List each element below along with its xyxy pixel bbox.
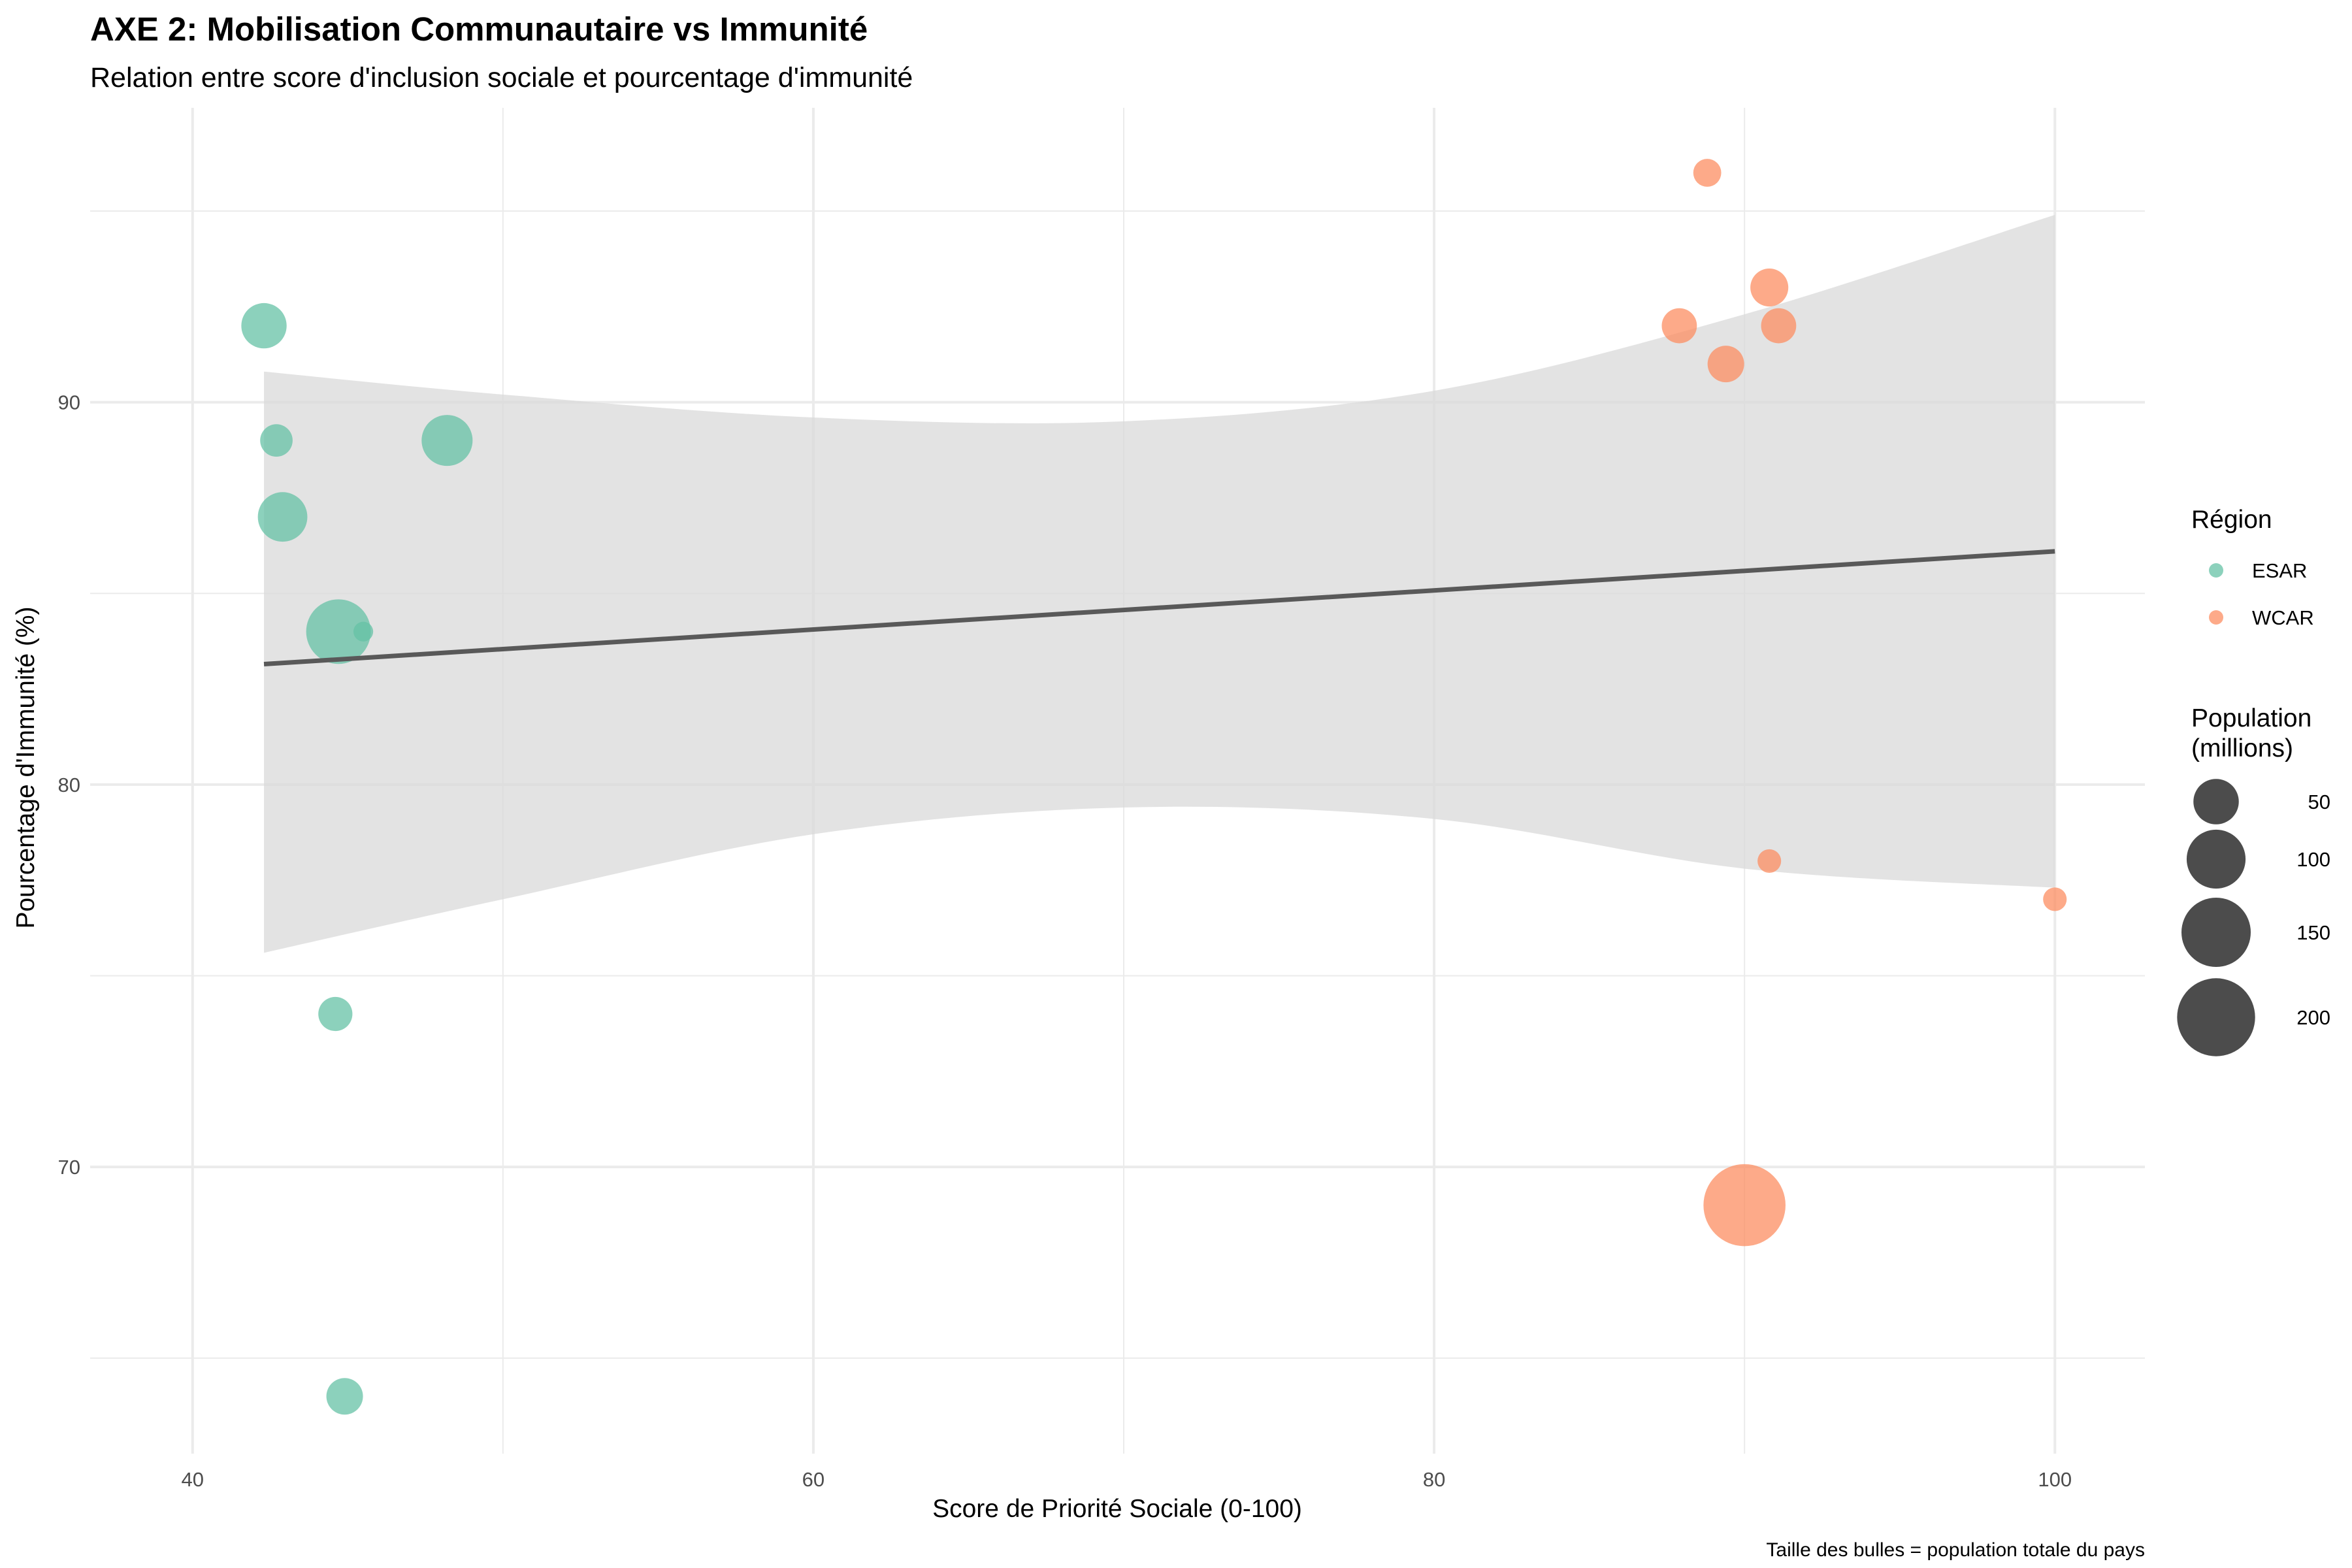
x-axis-title: Score de Priorité Sociale (0-100)	[932, 1495, 1302, 1523]
legend-size-label: 150	[2296, 921, 2330, 944]
y-tick-label: 80	[58, 774, 80, 796]
point-wcar	[1750, 269, 1789, 307]
x-tick-label: 40	[182, 1468, 204, 1491]
point-wcar	[1761, 308, 1797, 344]
legend-size-title-line2: (millions)	[2191, 734, 2293, 762]
x-tick-label: 100	[2038, 1468, 2072, 1491]
point-wcar	[1693, 159, 1722, 187]
point-wcar	[1757, 849, 1782, 873]
x-tick-label: 60	[802, 1468, 825, 1491]
legend-size-key	[2181, 897, 2251, 968]
legend-size-key	[2193, 779, 2239, 825]
point-esar	[306, 599, 371, 664]
legend-color-title: Région	[2191, 506, 2272, 534]
legend-esar-key	[2209, 563, 2223, 578]
legend-size-label: 50	[2308, 791, 2330, 813]
point-wcar	[2043, 887, 2067, 911]
chart-subtitle: Relation entre score d'inclusion sociale…	[90, 62, 913, 93]
point-wcar	[1661, 308, 1697, 344]
chart-title: AXE 2: Mobilisation Communautaire vs Imm…	[90, 10, 868, 48]
chart-caption: Taille des bulles = population totale du…	[1766, 1539, 2145, 1561]
legend-size-label: 100	[2296, 848, 2330, 871]
size-legend: 50 100 150 200	[2177, 779, 2330, 1056]
legend-size-title-line1: Population	[2191, 704, 2311, 732]
confidence-ribbon	[264, 214, 2055, 953]
point-esar	[260, 424, 293, 457]
y-tick-label: 90	[58, 391, 80, 414]
trend-line	[263, 549, 2055, 666]
legend-wcar-key	[2209, 610, 2223, 625]
point-esar	[318, 996, 353, 1032]
legend-esar-label: ESAR	[2252, 559, 2307, 582]
legend-wcar-label: WCAR	[2252, 606, 2314, 629]
data-points	[241, 159, 2067, 1415]
point-esar	[421, 415, 473, 466]
axis-ticks: 40 60 80 100 70 80 90	[58, 391, 2072, 1491]
point-wcar	[1703, 1164, 1786, 1247]
x-tick-label: 80	[1423, 1468, 1445, 1491]
y-tick-label: 70	[58, 1156, 80, 1179]
legend-size-label: 200	[2296, 1006, 2330, 1029]
y-axis-title: Pourcentage d'Immunité (%)	[12, 606, 40, 928]
point-esar	[326, 1378, 363, 1415]
legend: Région ESAR WCAR Population (millions) 5…	[2177, 506, 2330, 1056]
legend-size-key	[2177, 978, 2255, 1056]
point-esar	[353, 621, 374, 642]
point-wcar	[1707, 346, 1744, 383]
point-esar	[241, 302, 287, 349]
point-esar	[257, 492, 308, 542]
legend-size-key	[2186, 829, 2246, 889]
